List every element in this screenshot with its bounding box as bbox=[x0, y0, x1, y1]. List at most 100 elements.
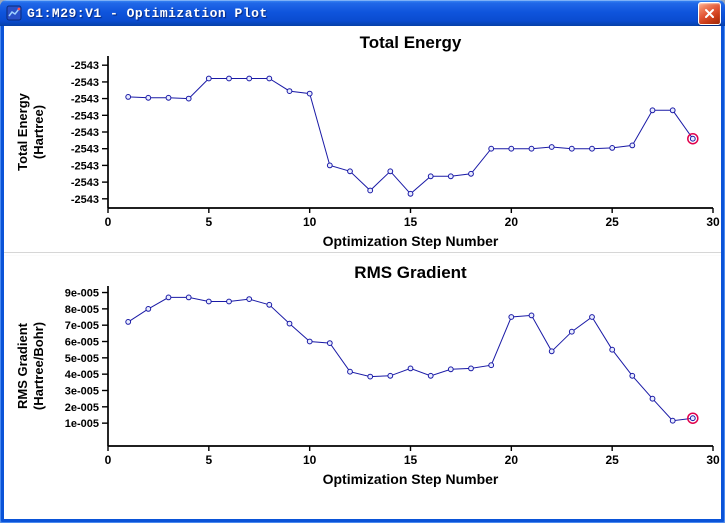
data-point[interactable] bbox=[508, 314, 515, 320]
y-tick-label: -2543 bbox=[71, 110, 99, 122]
y-tick-label: 7e-005 bbox=[65, 320, 99, 332]
y-tick-label: -2543 bbox=[71, 77, 99, 89]
title-bar[interactable]: G1:M29:V1 - Optimization Plot bbox=[0, 0, 725, 26]
data-point[interactable] bbox=[447, 366, 454, 373]
close-button[interactable] bbox=[698, 1, 721, 25]
y-tick-label: -2543 bbox=[71, 177, 99, 189]
data-point[interactable] bbox=[226, 75, 232, 82]
x-tick-label: 30 bbox=[706, 215, 720, 229]
data-point[interactable] bbox=[508, 145, 515, 152]
data-point[interactable] bbox=[488, 362, 495, 369]
y-tick-label: 8e-005 bbox=[65, 304, 99, 316]
data-point[interactable] bbox=[246, 75, 253, 82]
x-tick-label: 5 bbox=[205, 215, 212, 229]
window-icon[interactable] bbox=[6, 5, 22, 21]
data-point[interactable] bbox=[689, 415, 696, 422]
data-point[interactable] bbox=[326, 162, 333, 169]
data-point[interactable] bbox=[528, 145, 535, 152]
data-point[interactable] bbox=[548, 144, 555, 150]
data-point[interactable] bbox=[387, 372, 394, 379]
data-point[interactable] bbox=[669, 107, 676, 114]
data-point[interactable] bbox=[589, 314, 595, 320]
x-tick-label: 25 bbox=[605, 215, 619, 229]
plot-content: Total Energy Total Energy(Hartree) -2543 -2… bbox=[4, 26, 721, 519]
data-point[interactable] bbox=[326, 340, 333, 346]
chart-title: RMS Gradient bbox=[354, 263, 467, 282]
data-point[interactable] bbox=[387, 168, 394, 175]
x-tick-label: 10 bbox=[303, 215, 317, 229]
y-tick-label: 6e-005 bbox=[65, 337, 99, 349]
data-point[interactable] bbox=[367, 187, 374, 194]
data-point[interactable] bbox=[528, 312, 535, 319]
y-tick-label: 3e-005 bbox=[65, 385, 99, 397]
data-point[interactable] bbox=[306, 338, 313, 345]
x-tick-label: 0 bbox=[105, 453, 112, 467]
y-tick-label: 4e-005 bbox=[65, 369, 99, 381]
data-point[interactable] bbox=[165, 94, 172, 101]
panel-divider bbox=[4, 252, 721, 256]
x-tick-label: 15 bbox=[404, 215, 418, 229]
data-point[interactable] bbox=[649, 107, 656, 114]
data-point[interactable] bbox=[145, 94, 152, 101]
data-point[interactable] bbox=[165, 294, 172, 301]
data-line bbox=[127, 296, 693, 422]
data-point[interactable] bbox=[306, 90, 313, 97]
y-tick-label: -2543 bbox=[71, 194, 99, 206]
data-point[interactable] bbox=[125, 94, 132, 100]
data-point[interactable] bbox=[367, 373, 374, 380]
y-tick-label: 2e-005 bbox=[65, 402, 99, 414]
data-point[interactable] bbox=[407, 190, 414, 197]
y-tick-label: -2543 bbox=[71, 60, 99, 72]
data-point[interactable] bbox=[568, 328, 575, 335]
data-point[interactable] bbox=[286, 320, 293, 327]
y-tick-label: 5e-005 bbox=[65, 353, 99, 365]
data-point[interactable] bbox=[266, 75, 273, 82]
data-point[interactable] bbox=[568, 145, 575, 152]
data-point[interactable] bbox=[689, 135, 696, 142]
rms-gradient-chart: RMS Gradient RMS Gradient(Hartree/Bohr) 1e… bbox=[15, 263, 720, 487]
app-chart-icon bbox=[6, 5, 22, 21]
y-tick-label: -2543 bbox=[71, 127, 99, 139]
data-line bbox=[128, 78, 694, 195]
data-point[interactable] bbox=[548, 348, 555, 355]
x-axis-label: Optimization Step Number bbox=[323, 233, 499, 249]
data-point[interactable] bbox=[609, 346, 616, 353]
x-tick-label: 30 bbox=[706, 453, 720, 467]
data-point[interactable] bbox=[286, 88, 293, 94]
data-point[interactable] bbox=[145, 306, 152, 312]
data-point[interactable] bbox=[205, 298, 212, 305]
data-point[interactable] bbox=[468, 170, 474, 177]
data-point[interactable] bbox=[226, 298, 232, 305]
data-point[interactable] bbox=[205, 75, 212, 82]
data-point[interactable] bbox=[649, 395, 656, 402]
data-point[interactable] bbox=[589, 145, 595, 152]
data-point[interactable] bbox=[427, 173, 434, 180]
data-point[interactable] bbox=[609, 145, 616, 151]
data-point[interactable] bbox=[347, 368, 353, 375]
current-point-ring bbox=[687, 132, 699, 145]
data-point[interactable] bbox=[427, 372, 434, 379]
x-tick-label: 20 bbox=[505, 215, 519, 229]
x-tick-label: 5 bbox=[205, 453, 212, 467]
data-point[interactable] bbox=[468, 365, 474, 372]
data-point[interactable] bbox=[447, 173, 454, 180]
x-axis-label: Optimization Step Number bbox=[323, 471, 499, 487]
data-point[interactable] bbox=[185, 95, 192, 102]
data-point[interactable] bbox=[347, 168, 353, 175]
y-axis-label: Total Energy(Hartree) bbox=[15, 92, 46, 171]
data-point[interactable] bbox=[669, 417, 676, 424]
data-point[interactable] bbox=[246, 296, 253, 302]
data-point[interactable] bbox=[266, 301, 273, 308]
data-point[interactable] bbox=[629, 142, 636, 149]
x-tick-label: 25 bbox=[605, 453, 619, 467]
total-energy-chart: Total Energy Total Energy(Hartree) -2543 -2… bbox=[15, 33, 720, 249]
y-tick-label: -2543 bbox=[71, 160, 99, 172]
total-energy-panel: Total Energy Total Energy(Hartree) -2543 -2… bbox=[4, 26, 721, 252]
x-tick-label: 20 bbox=[505, 453, 519, 467]
data-point[interactable] bbox=[629, 372, 636, 379]
data-point[interactable] bbox=[125, 319, 132, 325]
data-point[interactable] bbox=[488, 145, 495, 152]
x-tick-label: 10 bbox=[303, 453, 317, 467]
data-point[interactable] bbox=[185, 294, 192, 301]
data-point[interactable] bbox=[407, 365, 414, 372]
